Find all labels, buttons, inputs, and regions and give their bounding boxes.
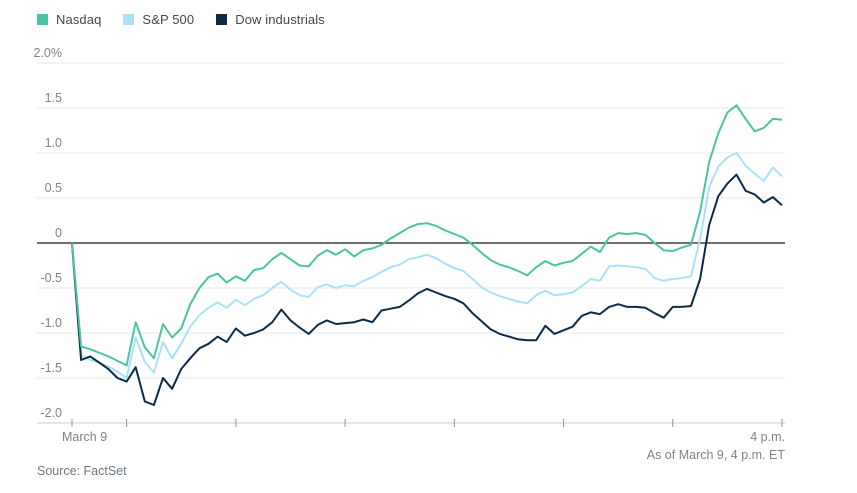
dow-swatch-icon <box>216 14 228 25</box>
source-note: Source: FactSet <box>37 464 127 478</box>
gridlines <box>37 62 785 424</box>
y-axis-label: 0.5 <box>44 181 62 195</box>
dow-line <box>71 173 783 406</box>
x-axis-label-start: March 9 <box>62 430 108 444</box>
nasdaq-line <box>71 104 783 367</box>
legend-item-dow: Dow industrials <box>216 12 325 27</box>
legend-label-dow: Dow industrials <box>235 12 325 27</box>
legend-item-nasdaq: Nasdaq <box>37 12 101 27</box>
as-of-note: As of March 9, 4 p.m. ET <box>646 448 785 462</box>
legend-item-sp500: S&P 500 <box>123 12 194 27</box>
y-axis-label: -1.0 <box>40 316 62 330</box>
sp500-line <box>71 152 783 379</box>
legend-label-nasdaq: Nasdaq <box>56 12 102 27</box>
y-axis-label: 2.0% <box>33 46 63 60</box>
x-axis-label-end: 4 p.m. <box>750 430 785 444</box>
y-axis-label: -0.5 <box>40 271 62 285</box>
y-axis-label: -1.5 <box>40 361 62 375</box>
y-axis-label: 1.0 <box>44 136 62 150</box>
nasdaq-swatch-icon <box>37 14 48 25</box>
sp500-swatch-icon <box>123 14 135 25</box>
legend-label-sp500: S&P 500 <box>142 12 195 27</box>
y-axis-label: 1.5 <box>44 91 62 105</box>
y-axis-label: 0 <box>55 226 62 240</box>
x-axis-ticks <box>71 419 783 427</box>
legend: Nasdaq S&P 500 Dow industrials <box>37 12 325 27</box>
y-axis-label: -2.0 <box>40 406 62 420</box>
